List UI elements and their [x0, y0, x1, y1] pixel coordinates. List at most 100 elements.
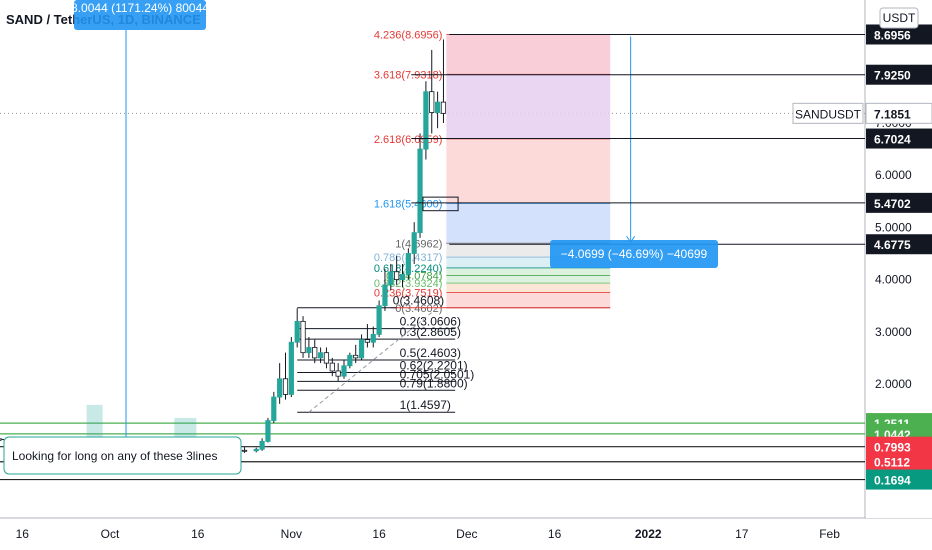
candle-body: [271, 396, 277, 421]
candle-body: [329, 362, 335, 372]
measure-callout-box[interactable]: [74, 0, 206, 30]
candle-body: [347, 354, 353, 367]
time-tick-label: Oct: [101, 527, 120, 541]
fib-extension-label: 0.236(3.7519): [374, 288, 443, 300]
price-axis[interactable]: 1.00002.00003.00004.00005.00006.00007.00…: [792, 0, 932, 518]
candle-body: [417, 148, 423, 234]
candle-body: [388, 271, 394, 286]
candle-body: [300, 320, 306, 354]
price-label-text: 8.6956: [874, 28, 911, 42]
target-box: [422, 196, 459, 212]
candle-body: [434, 101, 441, 113]
fib-retracement-label: 0.705(2.0501): [400, 367, 475, 381]
fib-retracement-label: 0.62(2.2201): [400, 359, 468, 373]
candle-body: [423, 91, 429, 150]
drop-measure-callout[interactable]: [550, 240, 718, 268]
price-label-box[interactable]: [866, 24, 932, 45]
currency-badge: USDT: [883, 11, 916, 25]
symbol-price-tag-box[interactable]: [792, 102, 864, 124]
candle-body: [288, 341, 294, 395]
price-label-box[interactable]: [866, 436, 932, 457]
fib-zone: [446, 138, 611, 204]
fib-retracement-label: 0.5(2.4603): [400, 346, 461, 360]
symbol-price-tag: SANDUSDT: [795, 107, 862, 121]
candle-body: [440, 101, 447, 114]
candle-body: [0, 438, 2, 441]
candle-body: [394, 271, 400, 280]
drop-measure-text: −4.0699 (−46.69%) −40699: [561, 247, 708, 261]
fib-zone: [446, 203, 611, 244]
price-label-box[interactable]: [865, 102, 932, 124]
measure-callout-text: 8.0044 (1171.24%) 80044: [71, 1, 209, 15]
price-label-text: 7.9250: [874, 69, 911, 83]
candle-body: [294, 320, 300, 343]
fibonacci-layer[interactable]: 4.236(8.6956) 3.618(7.9318) 2.618(6.6959) 1…: [297, 29, 611, 413]
candle-body: [382, 284, 388, 307]
candle-body: [353, 354, 359, 359]
candle-body: [259, 441, 265, 450]
candle-body: [323, 352, 330, 364]
price-label-box[interactable]: [866, 64, 932, 85]
chart-background-layer: [0, 0, 932, 519]
plot-area: [0, 0, 865, 518]
candle-body: [429, 91, 435, 113]
candle-body: [364, 339, 371, 343]
time-tick-label: 16: [16, 527, 30, 541]
candle-body: [312, 347, 318, 359]
fib-extension-label: 3.618(7.9318): [374, 69, 443, 81]
price-label-text: 5.4702: [874, 197, 911, 211]
price-label-text: 0.5112: [874, 456, 910, 470]
fib-retracement-label: 1(1.4597): [400, 398, 451, 412]
price-label-box[interactable]: [866, 128, 932, 149]
time-tick-label: 16: [372, 527, 386, 541]
note-box[interactable]: [3, 436, 242, 475]
price-label-text: 4.6775: [874, 238, 911, 252]
price-tick-label: 3.0000: [875, 325, 912, 339]
price-label-box[interactable]: [866, 451, 932, 472]
candle-body: [306, 347, 312, 354]
candle-body: [405, 253, 411, 275]
annotation-layer[interactable]: −4.0699 (−46.69%) −40699: [125, 30, 865, 457]
price-tick-label: 6.0000: [875, 168, 912, 182]
candle-body: [370, 334, 376, 343]
fib-extension-label: 1.618(5.4600): [374, 198, 443, 210]
fib-extension-label: 1(4.6962): [395, 238, 442, 250]
time-axis[interactable]: 16 Oct 16 Nov 16 Dec 16 2022 17 Feb: [16, 527, 841, 541]
time-tick-label: Dec: [456, 527, 477, 541]
candle-body: [411, 232, 417, 254]
candle-body: [358, 339, 365, 359]
currency-badge-box[interactable]: [879, 7, 919, 29]
candle-body: [277, 378, 283, 398]
fib-retracement-label: 0.79(1.8800): [400, 376, 468, 390]
time-tick-label: 16: [191, 527, 205, 541]
fib-zone: [446, 292, 611, 308]
time-tick-label: 17: [735, 527, 749, 541]
candle-body: [282, 378, 289, 395]
price-label-box[interactable]: [866, 192, 932, 213]
candle-body: [317, 352, 324, 359]
candle-body: [253, 448, 259, 452]
price-label-text: 0.1694: [874, 474, 911, 488]
fib-zone: [446, 257, 611, 268]
price-label-box[interactable]: [866, 234, 932, 255]
candle-body: [335, 370, 341, 377]
price-label-box[interactable]: [866, 469, 932, 490]
candle-body: [376, 305, 382, 335]
price-label-text: 0.7993: [874, 441, 911, 455]
candle-body: [341, 365, 347, 377]
candle-body: [399, 273, 406, 281]
time-tick-label: Nov: [281, 527, 302, 541]
fib-extension-base-label: 0(3.4608): [393, 294, 444, 308]
price-label-text: 6.7024: [874, 133, 911, 147]
fib-zone: [446, 283, 611, 293]
fib-zone: [446, 74, 611, 139]
price-tick-label: 4.0000: [875, 273, 912, 287]
fib-extension-label: 0(3.4602): [395, 303, 442, 315]
time-tick-label: 2022: [635, 527, 662, 541]
fib-retracement-label: 0.3(2.8605): [400, 325, 461, 339]
candle-body: [265, 420, 271, 442]
fib-extension-label: 2.618(6.6959): [374, 134, 443, 146]
fib-zone: [446, 34, 611, 75]
fib-extension-label: 4.236(8.6956): [374, 29, 443, 41]
